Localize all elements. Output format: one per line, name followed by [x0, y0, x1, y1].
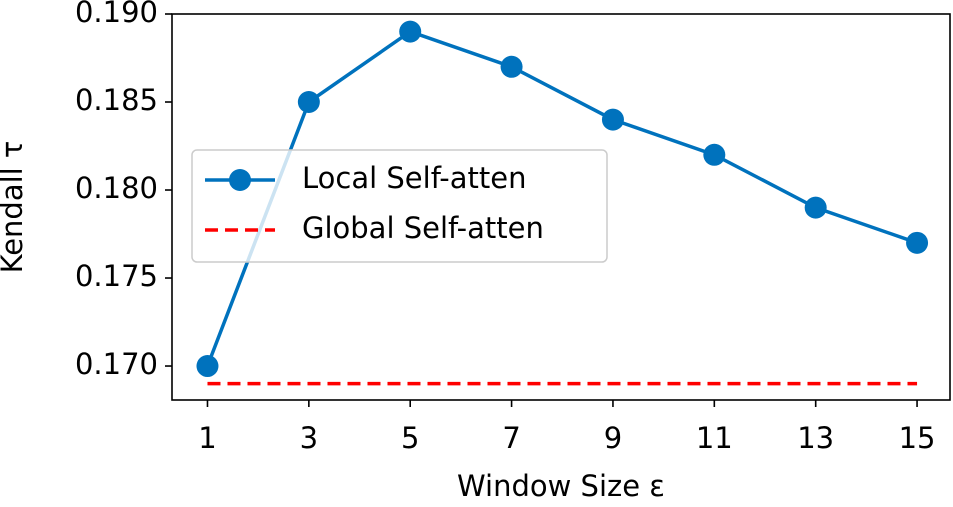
data-point: [297, 91, 320, 114]
x-tick-label: 7: [502, 421, 520, 455]
x-axis-label: Window Size ε: [457, 469, 665, 503]
x-tick-label: 5: [401, 421, 419, 455]
legend-box: [191, 149, 608, 263]
x-tick-label: 3: [300, 421, 318, 455]
legend-label: Global Self-atten: [302, 211, 544, 245]
legend-label: Local Self-atten: [302, 161, 527, 195]
y-tick-label: 0.185: [75, 83, 158, 117]
y-axis-label: Kendall τ: [0, 141, 29, 274]
x-tick-label: 13: [797, 421, 834, 455]
series-line: [205, 29, 918, 367]
data-point: [804, 196, 827, 219]
data-point: [399, 20, 422, 43]
legend-marker: [229, 169, 251, 191]
x-tick-label: 11: [696, 421, 733, 455]
x-tick-label: 1: [198, 421, 216, 455]
y-tick-label: 0.170: [75, 347, 158, 381]
data-point: [906, 231, 929, 254]
x-tick-label: 9: [604, 421, 622, 455]
data-point: [703, 143, 726, 166]
y-tick-label: 0.175: [75, 259, 158, 293]
data-point: [196, 355, 219, 378]
plot-frame: [171, 13, 951, 401]
y-tick-label: 0.180: [75, 171, 158, 205]
x-tick-label: 15: [899, 421, 936, 455]
data-point: [500, 55, 523, 78]
y-tick-label: 0.190: [75, 0, 158, 29]
data-point: [601, 108, 624, 131]
